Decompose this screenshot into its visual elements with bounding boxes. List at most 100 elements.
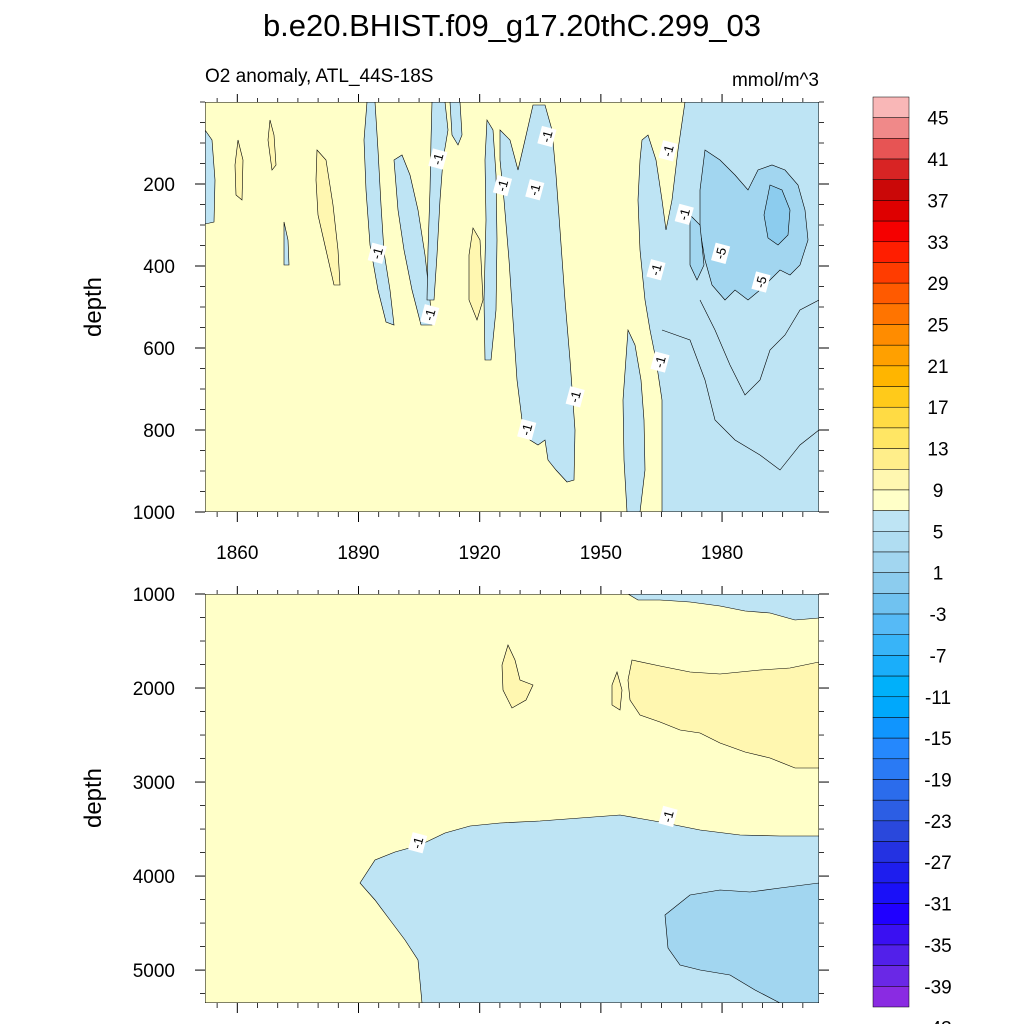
upper-negative-region — [205, 129, 216, 225]
upper-strongest-negative-patch — [763, 184, 791, 246]
colorbar-swatch — [872, 489, 910, 511]
colorbar-label: 41 — [927, 150, 948, 171]
colorbar-swatch — [872, 220, 910, 243]
colorbar-swatch — [872, 510, 910, 532]
y-tick-label: 600 — [143, 339, 175, 360]
contour-label-text: -1 — [647, 262, 664, 277]
colorbar-swatch — [872, 675, 910, 698]
contour-label-text: -1 — [526, 182, 543, 197]
contour-label-text: -1 — [566, 389, 583, 404]
upper-positive-streak — [468, 227, 484, 321]
upper-negative-region — [283, 221, 290, 266]
colorbar-label: 9 — [933, 481, 944, 502]
colorbar-swatch — [872, 531, 910, 553]
colorbar-label: -39 — [924, 977, 951, 998]
colorbar-swatch — [872, 344, 910, 367]
contour-label-background — [650, 351, 670, 373]
x-tick-label: 1920 — [459, 543, 501, 564]
contour-label-text: -5 — [712, 246, 729, 261]
colorbar-label: 29 — [927, 274, 948, 295]
colorbar-swatch — [872, 241, 910, 263]
contour-label-text: -1 — [676, 207, 693, 222]
colorbar-swatch — [872, 96, 910, 118]
y-tick-label: 3000 — [133, 773, 175, 794]
upper-negative-region — [363, 102, 395, 326]
contour-label: -1 — [428, 148, 448, 170]
colorbar-label: -27 — [924, 853, 951, 874]
colorbar-swatch — [872, 138, 910, 160]
upper-negative-region — [622, 328, 646, 512]
lower-positive-region — [627, 659, 819, 769]
upper-y-tick-labels: 200 400 600 800 1000 — [133, 175, 175, 524]
contour-label: -1 — [420, 304, 440, 326]
colorbar-swatch — [872, 448, 910, 470]
lower-axis-ticks — [195, 586, 829, 1013]
x-tick-label: 1860 — [216, 543, 258, 564]
colorbar-label: 25 — [927, 316, 948, 337]
colorbar-swatch — [872, 386, 910, 408]
colorbar-swatch — [872, 365, 910, 387]
colorbar-label: -31 — [924, 895, 951, 916]
contour-label-background — [367, 242, 387, 264]
contour-label-text: -1 — [518, 422, 535, 437]
contour-label-text: -1 — [538, 129, 555, 144]
contour-label: -1 — [674, 203, 694, 225]
x-tick-labels: 1860 1890 1920 1950 1980 — [216, 543, 743, 564]
contour-label-background — [658, 140, 678, 162]
upper-strong-negative-patch — [699, 149, 809, 301]
upper-positive-streak — [234, 139, 244, 201]
contour-label: -1 — [658, 805, 678, 828]
colorbar-swatch — [872, 613, 910, 635]
upper-positive-streak — [315, 149, 341, 286]
upper-contour-line — [661, 329, 819, 471]
upper-panel — [205, 102, 819, 512]
y-tick-label: 400 — [143, 257, 175, 278]
contour-label: -1 — [367, 242, 387, 264]
colorbar-swatch — [872, 779, 910, 801]
contour-label: -1 — [650, 351, 670, 373]
colorbar-swatch — [872, 820, 910, 842]
contour-label-background — [751, 271, 771, 293]
colorbar-label: 13 — [927, 440, 948, 461]
contour-label-background — [525, 179, 545, 201]
upper-contour-labels: -1 -1 -1 -1 -1 -1 -1 -1 -1 -5 -5 -1 -1 -1 — [367, 125, 771, 441]
y-tick-label: 800 — [143, 421, 175, 442]
contour-label: -1 — [408, 832, 428, 854]
upper-positive-streak — [267, 119, 277, 171]
colorbar-swatch — [872, 965, 910, 987]
contour-label-background — [565, 386, 585, 408]
colorbar-labels: 45 41 37 33 29 25 21 17 13 9 5 1 -3 -7 -11 -15 -19 -23 -27… — [924, 109, 951, 1024]
chart-title: b.e20.BHIST.f09_g17.20thC.299_03 — [263, 8, 761, 43]
contour-label-text: -1 — [409, 835, 426, 850]
upper-axis-ticks — [195, 94, 829, 522]
colorbar-swatch — [872, 986, 910, 1008]
colorbar-swatch — [872, 406, 910, 429]
contour-label-text: -1 — [659, 143, 676, 158]
colorbar-label: 21 — [927, 357, 948, 378]
colorbar-swatch — [872, 200, 910, 222]
contour-label-text: -1 — [494, 178, 511, 193]
colorbar-swatch — [872, 882, 910, 904]
contour-label-background — [711, 242, 731, 264]
colorbar-swatch — [872, 179, 910, 201]
contour-label: -1 — [658, 140, 678, 162]
contour-label: -1 — [646, 259, 666, 281]
colorbar-label: 33 — [927, 233, 948, 254]
y-tick-label: 1000 — [133, 503, 175, 524]
x-tick-label: 1980 — [701, 543, 743, 564]
contour-label-background — [408, 832, 428, 854]
colorbar-swatch — [872, 861, 910, 884]
colorbar-label: -19 — [924, 771, 951, 792]
contour-label-background — [517, 418, 537, 441]
y-tick-label: 2000 — [133, 679, 175, 700]
contour-label: -5 — [751, 271, 771, 293]
contour-label-background — [492, 175, 513, 197]
contour-label-background — [674, 203, 694, 225]
colorbar-swatch — [872, 427, 910, 449]
colorbar-label: -43 — [924, 1019, 951, 1024]
colorbar-swatch — [872, 717, 910, 739]
lower-y-tick-labels: 1000 2000 3000 4000 5000 — [133, 585, 175, 982]
y-tick-label: 1000 — [133, 585, 175, 606]
colorbar-swatch — [872, 593, 910, 615]
